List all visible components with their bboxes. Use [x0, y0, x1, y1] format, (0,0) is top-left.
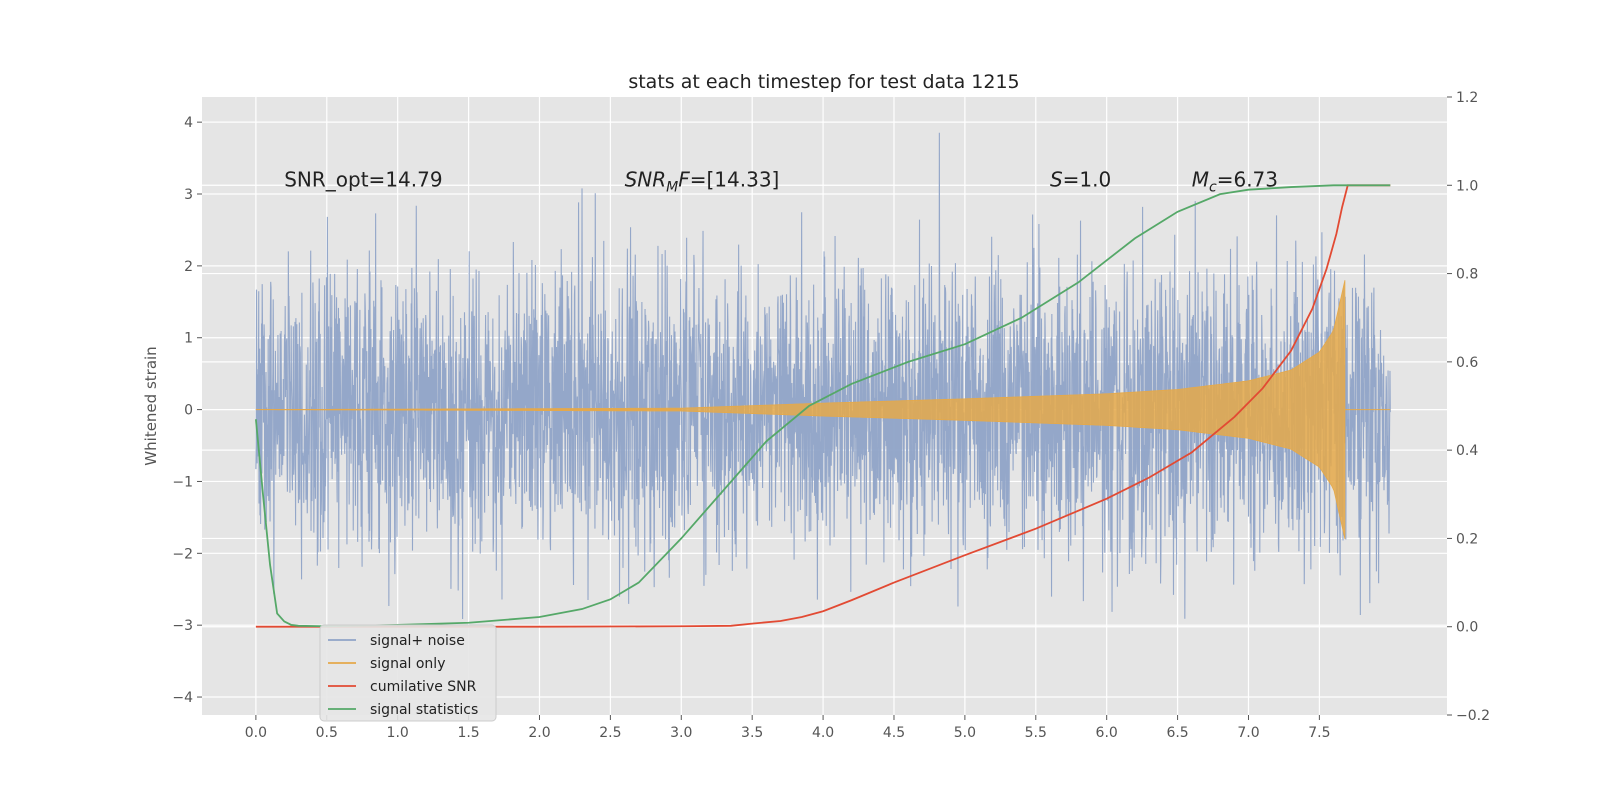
x-tick-label: 3.0	[670, 725, 692, 741]
y-tick-label: 4	[184, 115, 193, 131]
legend-label: signal only	[370, 656, 445, 672]
legend-item-signal-statistics: signal statistics	[328, 702, 478, 718]
x-tick-label: 1.0	[387, 725, 409, 741]
series-layer	[254, 132, 1391, 628]
y-tick-label: 3	[184, 187, 193, 203]
x-tick-label: 3.5	[741, 725, 763, 741]
y2-tick-label: 1.0	[1456, 178, 1478, 194]
legend-label: signal+ noise	[370, 633, 465, 649]
legend: signal+ noise signal only cumilative SNR si…	[319, 624, 497, 722]
x-tick-label: 4.5	[883, 725, 905, 741]
y2-axis-ticks: −0.2 0.0 0.2 0.4 0.6 0.8 1.0 1.2	[1447, 90, 1490, 724]
annotation-snr-opt: SNR_opt=14.79	[284, 168, 442, 192]
x-tick-label: 7.5	[1308, 725, 1330, 741]
legend-item-cumulative-snr: cumilative SNR	[328, 679, 477, 695]
legend-box	[319, 624, 497, 722]
x-tick-label: 2.0	[528, 725, 550, 741]
y2-tick-label: 0.8	[1456, 267, 1478, 283]
y2-tick-label: 0.2	[1456, 531, 1478, 547]
annotation-s: S=1.0	[1050, 168, 1111, 192]
y2-tick-label: −0.2	[1456, 708, 1490, 724]
x-tick-label: 5.5	[1025, 725, 1047, 741]
y-tick-label: −3	[172, 618, 193, 634]
y-tick-label: 1	[184, 331, 193, 347]
x-tick-label: 6.5	[1166, 725, 1188, 741]
y2-tick-label: 1.2	[1456, 90, 1478, 106]
x-tick-label: 0.5	[316, 725, 338, 741]
y-tick-label: 2	[184, 259, 193, 275]
y-tick-label: −1	[172, 474, 193, 490]
x-tick-label: 4.0	[812, 725, 834, 741]
legend-item-signal-noise: signal+ noise	[328, 633, 465, 649]
x-tick-label: 7.0	[1237, 725, 1259, 741]
series-signal-statistics-line	[254, 184, 1391, 628]
y2-tick-label: 0.0	[1456, 620, 1478, 636]
annotation-mc: Mc=6.73	[1192, 168, 1278, 196]
y-tick-label: 0	[184, 403, 193, 419]
annotations: SNR_opt=14.79 SNRMF=[14.33] S=1.0 Mc=6.73	[284, 168, 1278, 196]
annotation-snr-mf: SNRMF=[14.33]	[625, 168, 780, 196]
y-axis-ticks: −4 −3 −2 −1 0 1 2 3 4	[172, 115, 202, 706]
y-axis-label: Whitened strain	[142, 346, 160, 465]
series-signal-only-band	[255, 280, 1346, 540]
chart-title: stats at each timestep for test data 121…	[628, 71, 1019, 93]
x-tick-label: 5.0	[954, 725, 976, 741]
x-tick-label: 1.5	[457, 725, 479, 741]
y-tick-label: −4	[172, 690, 193, 706]
legend-item-signal-only: signal only	[328, 656, 445, 672]
legend-label: cumilative SNR	[370, 679, 477, 695]
series-cumulative-snr-line	[255, 184, 1391, 628]
y-tick-label: −2	[172, 546, 193, 562]
x-axis-ticks: 0.0 0.5 1.0 1.5 2.0 2.5 3.0 3.5 4.0 4.5 5.0 5.5 6.0 6…	[245, 715, 1331, 741]
y2-tick-label: 0.6	[1456, 355, 1478, 371]
y2-tick-label: 0.4	[1456, 443, 1478, 459]
x-tick-label: 6.0	[1096, 725, 1118, 741]
x-tick-label: 2.5	[599, 725, 621, 741]
x-tick-label: 0.0	[245, 725, 267, 741]
legend-label: signal statistics	[370, 702, 478, 718]
